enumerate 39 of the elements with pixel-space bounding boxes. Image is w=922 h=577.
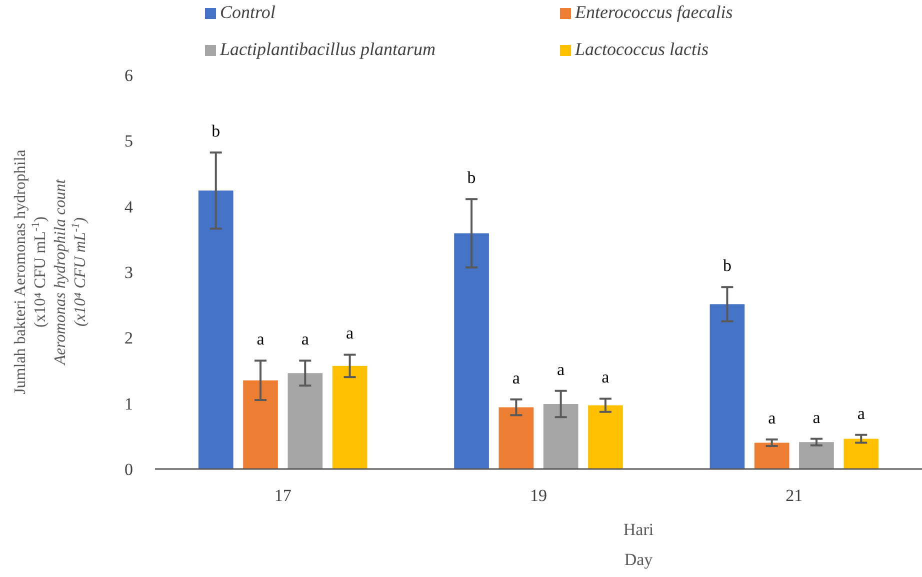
bar [454, 233, 489, 469]
x-tick-label: 17 [274, 486, 292, 505]
annotation: a [602, 368, 610, 387]
x-axis-title: Hari Day [623, 520, 654, 569]
bar [332, 366, 368, 469]
x-tick-label: 21 [786, 486, 803, 505]
legend-label: Control [220, 2, 276, 22]
bar [288, 373, 323, 469]
y-tick-label: 6 [124, 66, 133, 85]
annotation: a [301, 330, 310, 349]
bar [799, 442, 834, 469]
legend-label: Enterococcus faecalis [574, 2, 733, 22]
annotation: a [557, 360, 566, 379]
annotation: a [768, 408, 776, 428]
y-tick-label: 0 [124, 460, 133, 479]
annotation: b [467, 168, 476, 188]
bar [198, 190, 234, 469]
bar [543, 404, 578, 469]
y-tick-label: 5 [124, 132, 133, 151]
y-tick-label: 3 [124, 262, 133, 282]
bar [710, 304, 745, 469]
annotation: b [722, 256, 732, 276]
bar [243, 380, 278, 469]
annotation: a [346, 324, 354, 343]
bar [498, 407, 534, 469]
annotation: a [857, 404, 866, 423]
x-tick-label: 19 [530, 486, 547, 505]
legend-label: Lactococcus lactis [574, 39, 708, 59]
y-tick-label: 2 [124, 328, 133, 348]
bar [844, 438, 879, 469]
bar [588, 405, 623, 469]
annotation: a [512, 368, 520, 388]
legend-label: Lactiplantibacillus plantarum [219, 39, 436, 59]
annotation: a [812, 408, 821, 427]
y-tick-label: 1 [124, 394, 133, 414]
bar [754, 442, 790, 469]
y-tick-label: 4 [124, 197, 134, 216]
annotation: b [212, 121, 220, 140]
annotation: a [256, 330, 265, 349]
